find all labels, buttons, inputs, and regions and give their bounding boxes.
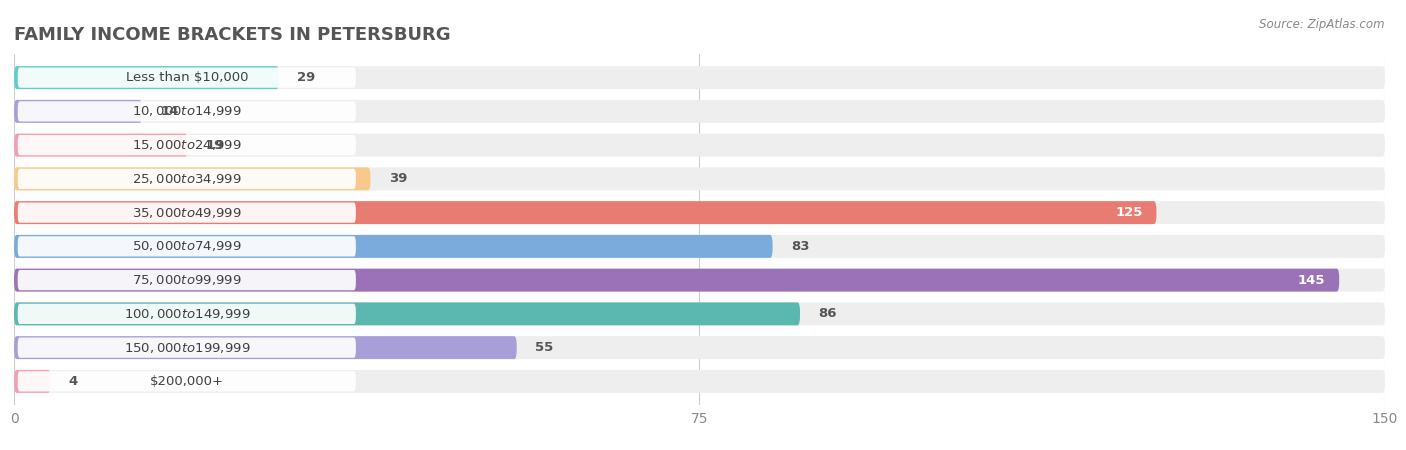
FancyBboxPatch shape bbox=[14, 167, 1385, 190]
FancyBboxPatch shape bbox=[14, 269, 1340, 292]
Text: FAMILY INCOME BRACKETS IN PETERSBURG: FAMILY INCOME BRACKETS IN PETERSBURG bbox=[14, 26, 451, 44]
Text: Less than $10,000: Less than $10,000 bbox=[125, 71, 247, 84]
FancyBboxPatch shape bbox=[14, 134, 1385, 157]
FancyBboxPatch shape bbox=[14, 370, 51, 393]
FancyBboxPatch shape bbox=[18, 304, 356, 324]
FancyBboxPatch shape bbox=[14, 100, 1385, 123]
FancyBboxPatch shape bbox=[14, 336, 517, 359]
Text: $25,000 to $34,999: $25,000 to $34,999 bbox=[132, 172, 242, 186]
FancyBboxPatch shape bbox=[18, 135, 356, 155]
Text: 125: 125 bbox=[1115, 206, 1143, 219]
Text: Source: ZipAtlas.com: Source: ZipAtlas.com bbox=[1260, 18, 1385, 31]
FancyBboxPatch shape bbox=[14, 370, 1385, 393]
Text: 55: 55 bbox=[536, 341, 553, 354]
FancyBboxPatch shape bbox=[14, 302, 1385, 325]
FancyBboxPatch shape bbox=[14, 134, 188, 157]
Text: $75,000 to $99,999: $75,000 to $99,999 bbox=[132, 273, 242, 287]
Text: 86: 86 bbox=[818, 307, 837, 320]
Text: $10,000 to $14,999: $10,000 to $14,999 bbox=[132, 104, 242, 118]
FancyBboxPatch shape bbox=[14, 235, 1385, 258]
FancyBboxPatch shape bbox=[18, 338, 356, 358]
Text: $100,000 to $149,999: $100,000 to $149,999 bbox=[124, 307, 250, 321]
Text: $35,000 to $49,999: $35,000 to $49,999 bbox=[132, 206, 242, 220]
FancyBboxPatch shape bbox=[18, 101, 356, 122]
FancyBboxPatch shape bbox=[18, 202, 356, 223]
FancyBboxPatch shape bbox=[14, 66, 1385, 89]
FancyBboxPatch shape bbox=[18, 68, 356, 88]
FancyBboxPatch shape bbox=[14, 167, 371, 190]
FancyBboxPatch shape bbox=[14, 302, 800, 325]
FancyBboxPatch shape bbox=[18, 371, 356, 392]
Text: 19: 19 bbox=[207, 139, 224, 152]
Text: $50,000 to $74,999: $50,000 to $74,999 bbox=[132, 239, 242, 253]
Text: 39: 39 bbox=[389, 172, 408, 185]
FancyBboxPatch shape bbox=[14, 235, 773, 258]
FancyBboxPatch shape bbox=[14, 201, 1385, 224]
FancyBboxPatch shape bbox=[18, 270, 356, 290]
FancyBboxPatch shape bbox=[18, 169, 356, 189]
Text: 14: 14 bbox=[160, 105, 179, 118]
FancyBboxPatch shape bbox=[14, 336, 1385, 359]
Text: $150,000 to $199,999: $150,000 to $199,999 bbox=[124, 341, 250, 355]
FancyBboxPatch shape bbox=[14, 66, 278, 89]
Text: $15,000 to $24,999: $15,000 to $24,999 bbox=[132, 138, 242, 152]
FancyBboxPatch shape bbox=[18, 236, 356, 256]
Text: 4: 4 bbox=[69, 375, 79, 388]
Text: 145: 145 bbox=[1298, 274, 1326, 287]
FancyBboxPatch shape bbox=[14, 269, 1385, 292]
Text: 29: 29 bbox=[298, 71, 315, 84]
Text: 83: 83 bbox=[790, 240, 810, 253]
Text: $200,000+: $200,000+ bbox=[150, 375, 224, 388]
FancyBboxPatch shape bbox=[14, 201, 1157, 224]
FancyBboxPatch shape bbox=[14, 100, 142, 123]
